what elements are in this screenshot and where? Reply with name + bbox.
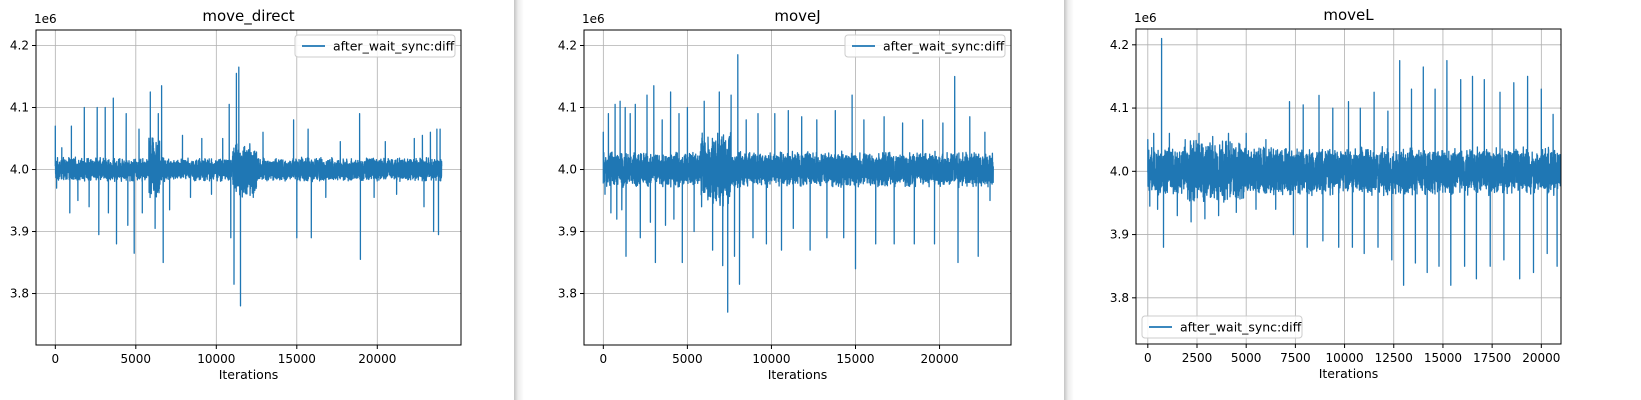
y-tick-label: 4.0 [1110, 164, 1129, 178]
y-axis-offset-label: 1e6 [1134, 11, 1157, 25]
plot-frame [583, 29, 1012, 346]
y-tick-label: 4.1 [10, 101, 29, 115]
x-tick-label: 2500 [1182, 351, 1213, 365]
y-tick-label: 4.0 [10, 163, 29, 177]
legend-label: after_wait_sync:diff [883, 39, 1005, 54]
y-tick-label: 3.8 [558, 287, 577, 301]
x-tick-label: 0 [51, 352, 59, 366]
y-tick-label: 4.1 [1110, 101, 1129, 115]
x-tick-label: 10000 [197, 352, 235, 366]
y-tick-label: 4.2 [558, 39, 577, 53]
legend-label: after_wait_sync:diff [333, 39, 455, 54]
chart-title: moveL [1323, 6, 1374, 24]
x-tick-label: 15000 [278, 352, 316, 366]
x-tick-label: 0 [1144, 351, 1152, 365]
chart-panel-movej: moveJ 1e6 0 5000 10000 15000 20000 3.8 3.9 4.0 4.1… [524, 0, 1066, 400]
y-tick-label: 4.1 [558, 101, 577, 115]
x-tick-label: 20000 [1522, 351, 1560, 365]
x-axis-label: Iterations [768, 367, 828, 382]
panel-divider [514, 0, 524, 400]
legend-box [844, 34, 1006, 58]
x-tick-label: 10000 [752, 352, 790, 366]
legend: after_wait_sync:diff [844, 34, 1006, 58]
legend-box [294, 34, 456, 58]
chart-move-direct: move_direct 1e6 0 5000 10000 15000 20000 3.8 3.9… [10, 7, 462, 382]
x-tick-label: 12500 [1375, 351, 1413, 365]
x-tick-label: 20000 [358, 352, 396, 366]
legend: after_wait_sync:diff [1141, 315, 1303, 339]
series-line [602, 54, 994, 313]
plot-frame [35, 29, 462, 346]
y-tick-label: 3.8 [10, 287, 29, 301]
y-tick-label: 3.9 [558, 225, 577, 239]
chart-movej: moveJ 1e6 0 5000 10000 15000 20000 3.8 3.9 4.0 4.1… [558, 7, 1012, 382]
x-tick-label: 20000 [920, 352, 958, 366]
y-tick-label: 4.0 [558, 163, 577, 177]
plot-frame [1135, 28, 1562, 345]
legend: after_wait_sync:diff [294, 34, 456, 58]
x-tick-label: 5000 [672, 352, 703, 366]
y-tick-label: 4.2 [10, 39, 29, 53]
x-tick-label: 7500 [1280, 351, 1311, 365]
x-tick-label: 15000 [836, 352, 874, 366]
y-axis-offset-label: 1e6 [582, 12, 605, 26]
x-axis-label: Iterations [219, 367, 279, 382]
panel-divider [1064, 0, 1074, 400]
x-axis-label: Iterations [1319, 366, 1379, 381]
x-tick-label: 5000 [121, 352, 152, 366]
y-tick-label: 3.8 [1110, 291, 1129, 305]
chart-panel-movel: moveL 1e6 0 2500 5000 7500 10000 12500 15000 1750… [1074, 0, 1641, 400]
series-line [1147, 37, 1561, 286]
y-tick-label: 3.9 [10, 225, 29, 239]
y-tick-label: 4.2 [1110, 38, 1129, 52]
chart-title: moveJ [774, 7, 820, 25]
x-tick-label: 10000 [1325, 351, 1363, 365]
legend-box [1141, 315, 1303, 339]
x-tick-label: 0 [600, 352, 608, 366]
x-tick-label: 17500 [1473, 351, 1511, 365]
x-tick-label: 15000 [1424, 351, 1462, 365]
chart-movel: moveL 1e6 0 2500 5000 7500 10000 12500 15000 1750… [1110, 6, 1562, 381]
series-line [54, 66, 443, 307]
chart-title: move_direct [202, 7, 294, 26]
y-axis-offset-label: 1e6 [34, 12, 57, 26]
x-tick-label: 5000 [1231, 351, 1262, 365]
legend-label: after_wait_sync:diff [1180, 320, 1302, 335]
chart-panel-move-direct: move_direct 1e6 0 5000 10000 15000 20000 3.8 3.9… [0, 0, 518, 400]
y-tick-label: 3.9 [1110, 228, 1129, 242]
